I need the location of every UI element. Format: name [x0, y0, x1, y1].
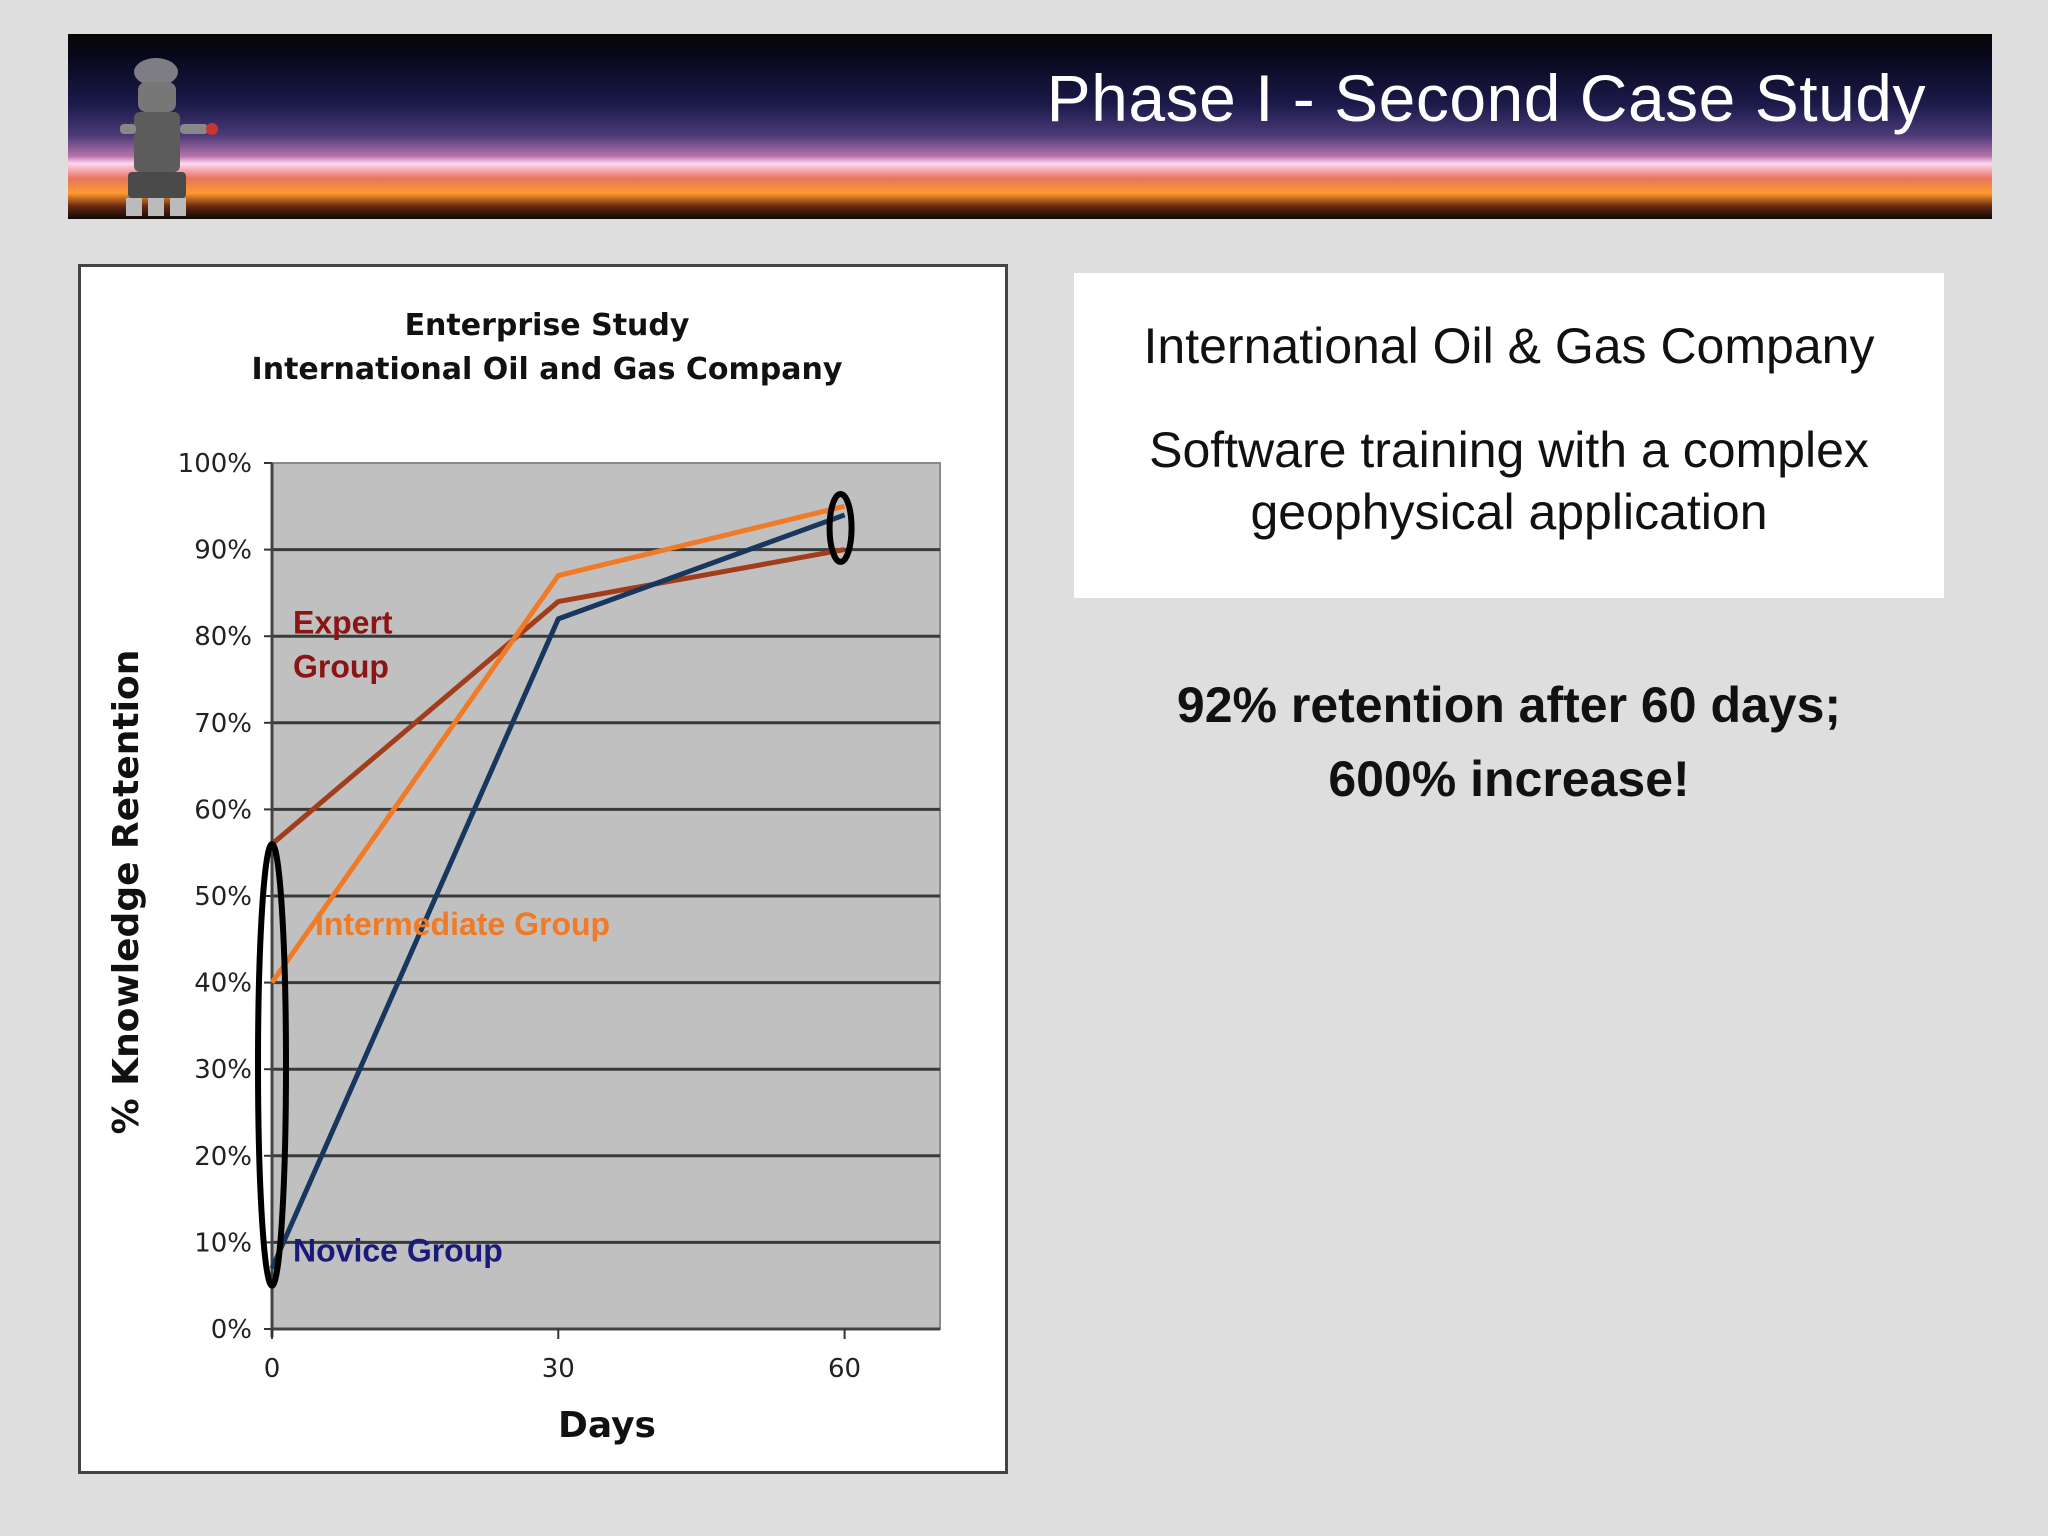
y-tick-label: 60% — [194, 795, 252, 825]
x-tick-label: 30 — [542, 1354, 575, 1384]
y-tick-label: 20% — [194, 1142, 252, 1172]
y-tick-label: 40% — [194, 969, 252, 999]
y-tick-label: 0% — [211, 1315, 252, 1345]
y-tick-label: 30% — [194, 1055, 252, 1085]
increase-highlight: 600% increase! — [1328, 751, 1690, 807]
series-line-2 — [269, 503, 846, 985]
retention-highlight: 92% retention after 60 days; — [1176, 677, 1842, 733]
series-label-3: Novice Group — [293, 1232, 503, 1268]
series-label-2: Intermediate Group — [315, 906, 610, 942]
chart-title: Enterprise Study — [405, 308, 690, 343]
chart-panel: Enterprise Study International Oil and G… — [78, 264, 1008, 1474]
company-name: International Oil & Gas Company — [1143, 318, 1875, 374]
x-axis-label: Days — [558, 1405, 656, 1446]
training-description: Software training with a complex geophys… — [1149, 422, 1869, 540]
info-box: International Oil & Gas Company Software… — [1074, 273, 1944, 598]
y-axis-label: % Knowledge Retention — [106, 650, 147, 1135]
retention-chart: Enterprise Study International Oil and G… — [106, 308, 941, 1446]
y-tick-label: 70% — [194, 709, 252, 739]
series-label-1: Expert Group — [293, 605, 393, 685]
start-highlight-ellipse — [255, 841, 289, 1289]
end-highlight-ellipse — [826, 490, 855, 565]
x-tick-label: 60 — [828, 1354, 861, 1384]
page-title: Phase I - Second Case Study — [1046, 61, 1926, 135]
y-tick-label: 100% — [178, 449, 252, 479]
y-tick-label: 50% — [194, 882, 252, 912]
y-tick-label: 90% — [194, 536, 252, 566]
y-tick-label: 80% — [194, 622, 252, 652]
series-line-1 — [270, 547, 846, 846]
series-line-3 — [269, 512, 846, 1270]
x-tick-label: 0 — [264, 1354, 281, 1384]
y-tick-label: 10% — [194, 1228, 252, 1258]
chart-subtitle: International Oil and Gas Company — [252, 352, 843, 387]
header-banner: Phase I - Second Case Study — [68, 34, 1992, 219]
robot-icon — [120, 58, 218, 216]
